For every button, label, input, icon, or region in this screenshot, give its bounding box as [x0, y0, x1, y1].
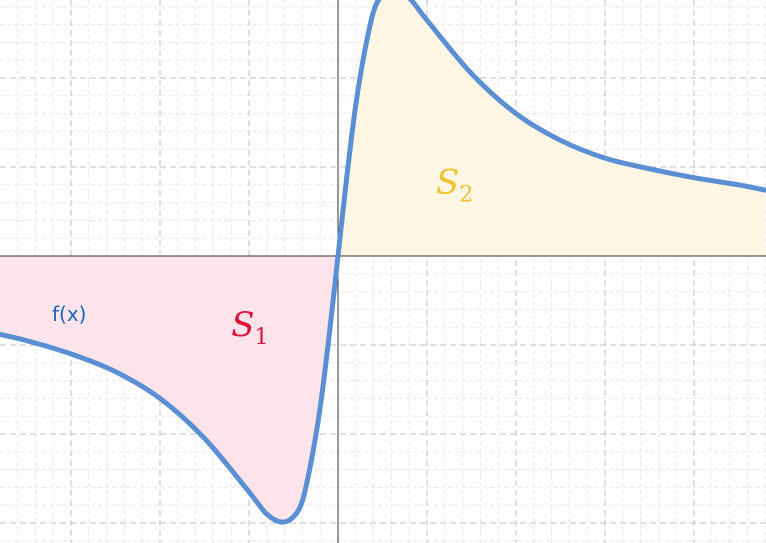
region-s1-subscript: 1 — [254, 325, 268, 350]
function-label: f(x) — [52, 302, 86, 326]
region-s2-subscript: 2 — [459, 183, 473, 208]
region-s1-label: S1 — [231, 305, 268, 350]
region-s1-main: S — [231, 305, 254, 345]
function-curve — [0, 0, 766, 525]
region-s2-main: S — [436, 163, 459, 203]
region-s2-label: S2 — [436, 163, 473, 208]
region-s1-fill — [0, 256, 338, 523]
region-s2-fill — [338, 0, 766, 256]
